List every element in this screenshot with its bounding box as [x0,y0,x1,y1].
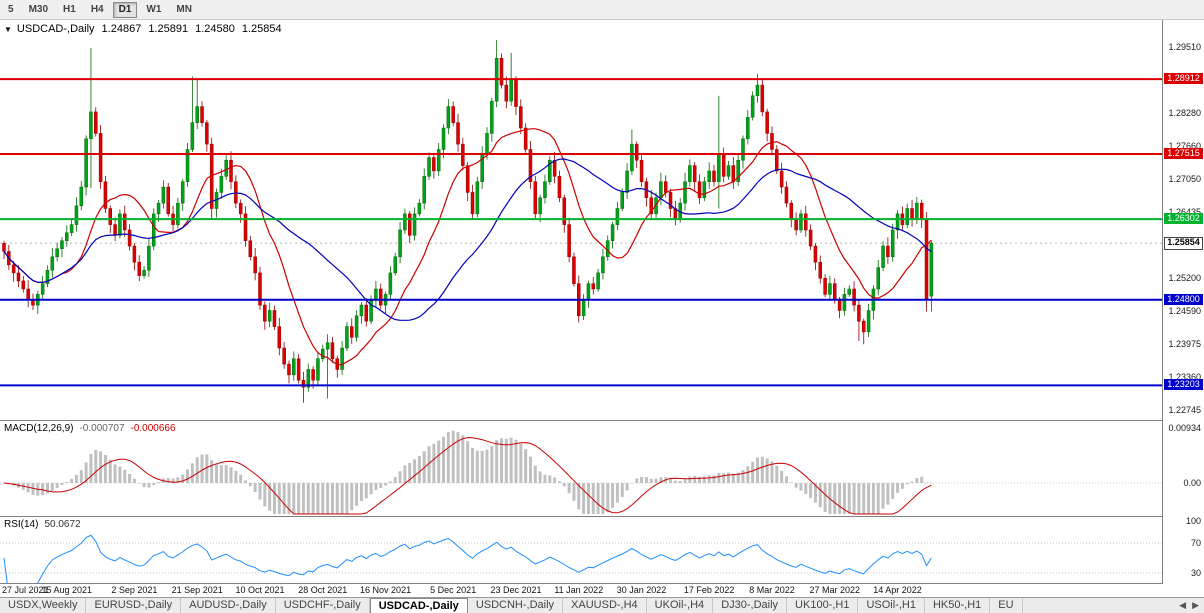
legend-symbol: USDCAD-,Daily [16,23,95,35]
price-tick: 1.28280 [1168,108,1201,118]
price-tick: 1.27050 [1168,174,1201,184]
date-axis[interactable]: 27 Jul 2021 15 Aug 2021 2 Sep 2021 21 Sep 2… [0,584,1162,597]
tab-dj30-daily[interactable]: DJ30-,Daily [713,598,788,613]
timeframe-toolbar: 5 M30 H1 H4 D1 W1 MN [0,0,1204,20]
tab-hk50-h1[interactable]: HK50-,H1 [925,598,991,613]
chart-legend: ▼ USDCAD-,Daily 1.24867 1.25891 1.24580 … [4,23,282,35]
tab-eu[interactable]: EU [990,598,1023,613]
tabbar-scroll-right-icon[interactable]: ▶ [1192,600,1199,610]
timeframe-button-d1[interactable]: D1 [112,1,138,18]
rsi-label: RSI(14) 50.0672 [4,519,81,530]
legend-open: 1.24867 [101,23,142,35]
tab-usoil-h1[interactable]: USOil-,H1 [858,598,925,613]
level-price-label-1.27515: 1.27515 [1164,148,1203,159]
level-price-label-1.28912: 1.28912 [1164,73,1203,84]
date-label: 16 Nov 2021 [360,585,412,595]
date-label: 5 Dec 2021 [430,585,477,595]
rsi-name: RSI(14) [4,519,39,530]
main-chart-canvas[interactable] [0,20,1162,420]
price-tick: 1.23975 [1168,339,1201,349]
price-tick: 1.24590 [1168,306,1201,316]
timeframe-button-h1[interactable]: H1 [63,3,76,15]
macd-histogram [2,430,933,514]
tab-usdcad-daily[interactable]: USDCAD-,Daily [369,598,468,613]
date-label: 27 Jul 2021 [2,585,49,595]
rsi-scale-tick: 100 [1185,516,1201,526]
level-price-label-1.24800: 1.24800 [1164,294,1203,305]
date-label: 14 Apr 2022 [873,585,922,595]
price-tick: 1.26435 [1168,207,1201,217]
ma-line-13 [3,128,932,366]
current-price-label: 1.25854 [1164,237,1203,250]
level-price-label-1.23203: 1.23203 [1164,379,1203,390]
date-label: 23 Dec 2021 [490,585,542,595]
price-tick: 1.22745 [1168,405,1201,415]
tab-audusd-daily[interactable]: AUDUSD-,Daily [181,598,276,613]
price-tick: 1.29510 [1168,42,1201,52]
macd-scale-tick: 0.00 [1183,478,1201,488]
date-label: 28 Oct 2021 [298,585,348,595]
date-label: 27 Mar 2022 [809,585,861,595]
macd-label: MACD(12,26,9) -0.000707 -0.000666 [4,423,176,434]
date-label: 11 Jan 2022 [554,585,604,595]
timeframe-button-m30[interactable]: M30 [28,3,49,15]
rsi-scale-tick: 30 [1190,568,1201,578]
macd-main-value: -0.000707 [79,423,125,434]
timeframe-button-mn[interactable]: MN [176,3,192,15]
legend-low: 1.24580 [195,23,235,35]
tab-usdx-weekly[interactable]: USDX,Weekly [0,598,87,613]
date-label: 21 Sep 2021 [171,585,223,595]
level-price-label-1.26302: 1.26302 [1164,213,1203,224]
symbol-tabbar: USDX,Weekly EURUSD-,Daily AUDUSD-,Daily USD… [0,597,1204,613]
chart-marker-icon: ▼ [4,24,12,34]
rsi-scale-tick: 70 [1190,538,1201,548]
rsi-subwindow[interactable]: RSI(14) 50.0672 [0,517,1162,584]
tab-usdchf-daily[interactable]: USDCHF-,Daily [276,598,370,613]
tabbar-scroll-left-icon[interactable]: ◀ [1179,600,1187,610]
ma-line-34 [3,158,932,321]
macd-subwindow[interactable]: MACD(12,26,9) -0.000707 -0.000666 [0,421,1162,517]
date-label: 8 Mar 2022 [749,585,795,595]
timeframe-button-h4[interactable]: H4 [90,3,104,15]
tab-xauusd-h4[interactable]: XAUUSD-,H4 [563,598,647,613]
candles [2,40,934,403]
date-label: 17 Feb 2022 [683,585,735,595]
tab-eurusd-daily[interactable]: EURUSD-,Daily [86,598,182,613]
price-scale[interactable]: 1.29510 1.28280 1.27660 1.27050 1.26435 1.252… [1162,20,1204,584]
tabbar-spacer [1023,598,1175,613]
tab-uk100-h1[interactable]: UK100-,H1 [787,598,859,613]
timeframe-button-5[interactable]: 5 [8,3,14,15]
price-tick: 1.27660 [1168,141,1201,151]
macd-scale-tick: 0.00934 [1168,423,1201,433]
tabbar-arrows: ◀ ▶ [1174,598,1204,613]
price-tick: 1.23360 [1168,372,1201,382]
price-tick: 1.25200 [1168,273,1201,283]
macd-signal-line [3,437,932,515]
main-chart-panel[interactable]: ▼ USDCAD-,Daily 1.24867 1.25891 1.24580 … [0,20,1162,421]
legend-close: 1.25854 [241,23,282,35]
date-label: 30 Jan 2022 [616,585,667,595]
rsi-canvas[interactable] [0,517,1162,583]
tab-usdcnh-daily[interactable]: USDCNH-,Daily [468,598,564,613]
rsi-value: 50.0672 [44,519,81,530]
date-label: 2 Sep 2021 [111,585,158,595]
macd-signal-value: -0.000666 [130,423,176,434]
tab-ukoil-h4[interactable]: UKOil-,H4 [647,598,714,613]
date-label: 10 Oct 2021 [235,585,285,595]
date-label: 15 Aug 2021 [41,585,93,595]
rsi-line [3,534,932,583]
macd-canvas[interactable] [0,421,1162,516]
macd-name: MACD(12,26,9) [4,423,74,434]
legend-high: 1.25891 [148,23,189,35]
timeframe-button-w1[interactable]: W1 [146,3,162,15]
